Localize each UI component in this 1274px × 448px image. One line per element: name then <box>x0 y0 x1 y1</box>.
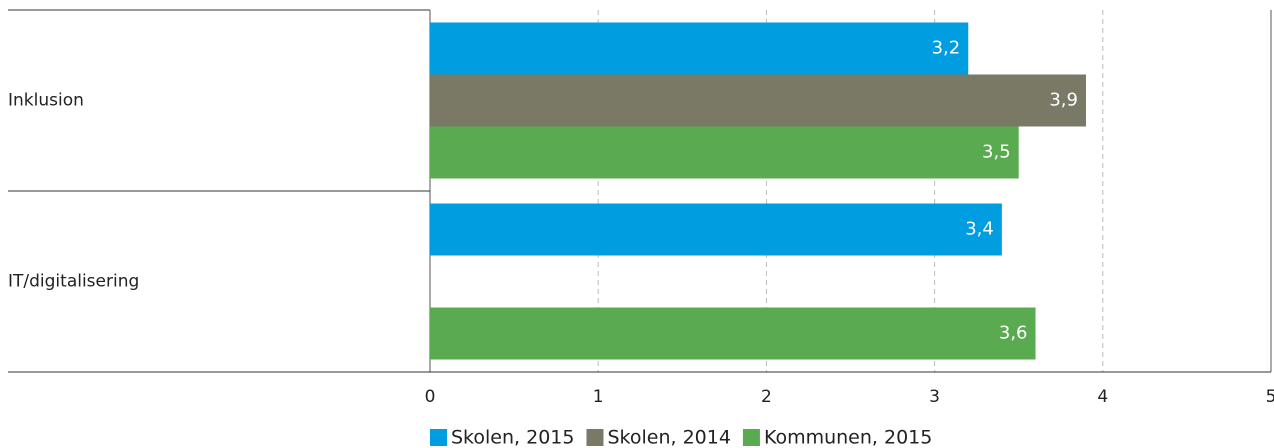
legend-swatch <box>742 429 760 446</box>
data-label: 3,4 <box>965 219 994 240</box>
bar <box>430 203 1002 256</box>
legend-label: Skolen, 2014 <box>607 427 730 448</box>
bar <box>430 22 969 75</box>
x-tick-label: 5 <box>1266 387 1274 407</box>
data-label: 3,2 <box>932 38 961 59</box>
data-label: 3,6 <box>999 323 1028 344</box>
bar <box>430 74 1086 127</box>
legend-label: Skolen, 2015 <box>451 427 574 448</box>
data-label: 3,9 <box>1049 90 1078 111</box>
x-tick-label: 1 <box>593 387 604 407</box>
x-tick-label: 3 <box>929 387 940 407</box>
y-tick-label: Inklusion <box>8 91 84 111</box>
x-tick-label: 2 <box>761 387 772 407</box>
x-tick-label: 4 <box>1097 387 1108 407</box>
legend-swatch <box>586 429 604 446</box>
legend-swatch <box>430 429 447 446</box>
data-label: 3,5 <box>982 142 1011 163</box>
bar <box>430 126 1019 179</box>
x-tick-label: 0 <box>425 387 436 407</box>
bar <box>430 307 1036 360</box>
legend-label: Kommunen, 2015 <box>764 427 932 448</box>
y-tick-label: IT/digitalisering <box>8 272 139 292</box>
